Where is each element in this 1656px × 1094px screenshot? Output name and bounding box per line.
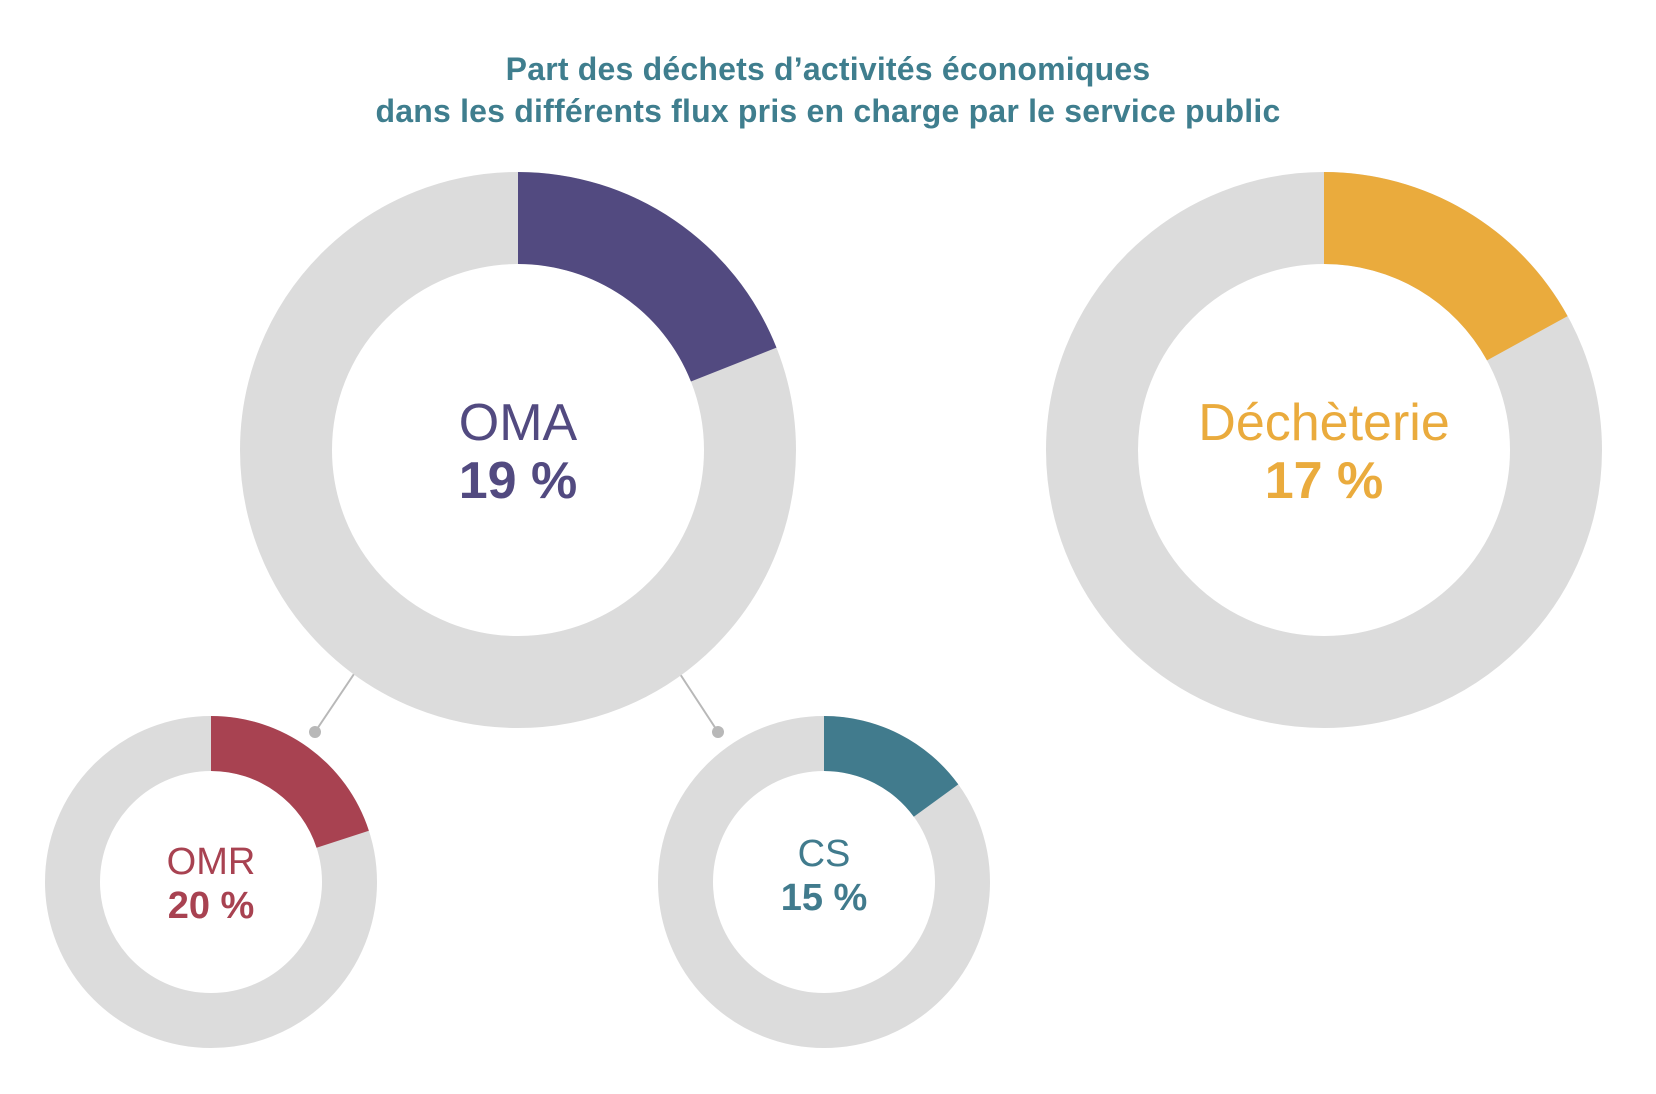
connector-dot-omr bbox=[309, 726, 321, 738]
donut-segment-omr bbox=[211, 716, 369, 848]
connector-dot-cs bbox=[712, 726, 724, 738]
donut-label-oma: OMA bbox=[459, 394, 578, 452]
connector-line-omr bbox=[314, 673, 355, 733]
chart-title: Part des déchets d’activités économiques… bbox=[0, 48, 1656, 132]
donut-label-cs: CS bbox=[798, 833, 851, 875]
donut-label-omr: OMR bbox=[167, 841, 256, 883]
donut-value-cs: 15 % bbox=[781, 877, 868, 919]
donut-segment-decheterie bbox=[1324, 172, 1568, 361]
donut-value-oma: 19 % bbox=[459, 452, 578, 510]
donut-segment-oma bbox=[518, 172, 777, 382]
donut-value-omr: 20 % bbox=[168, 885, 255, 927]
chart-title-line-1: Part des déchets d’activités économiques bbox=[505, 51, 1151, 87]
donut-segment-cs bbox=[824, 716, 959, 817]
connector-line-cs bbox=[679, 673, 719, 733]
chart-title-line-2: dans les différents flux pris en charge … bbox=[375, 93, 1281, 129]
donut-value-decheterie: 17 % bbox=[1265, 452, 1384, 510]
connector-lines bbox=[309, 673, 724, 738]
donut-label-decheterie: Déchèterie bbox=[1198, 394, 1449, 452]
